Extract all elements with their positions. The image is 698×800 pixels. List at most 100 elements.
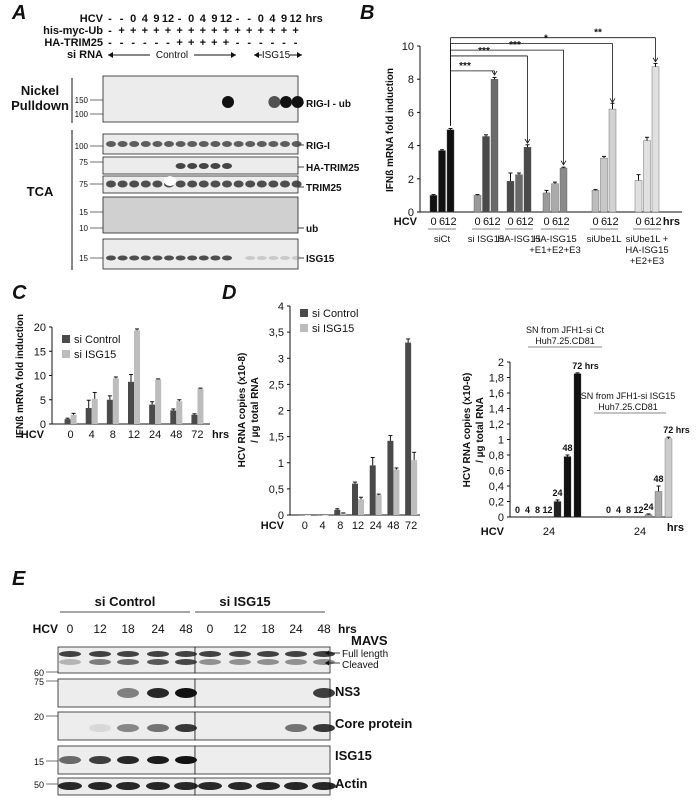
a-trim-value: - [108,37,112,49]
d-right-y-axis-title: HCV RNA copies (x10-6) [462,373,473,488]
e-band-actin [228,782,252,790]
d-left-bar [358,499,364,515]
e-band-mavs-full [175,651,197,657]
e-band-isg15 [59,756,81,764]
e-band-actin [284,782,308,790]
d-right-bar-label: 48 [562,443,572,453]
e-time-label: 48 [179,622,193,636]
e-band-mavs-cleaved [59,659,81,665]
b-x-tick-label: 6 [439,216,445,228]
d-left-y-tick-label: 0 [278,510,284,522]
e-blot-marker: 15 [34,757,44,767]
a-blot-frame [102,75,299,123]
b-x-tick-label: 0 [592,216,598,228]
e-band-mavs-cleaved [199,659,221,665]
a-band-rig-i [140,141,151,147]
e-band-ns3 [117,688,139,698]
b-group-label: si ISG15 [468,234,504,245]
d-left-x-label: HCV [261,520,285,532]
d-left-y-tick-label: 3 [278,353,284,365]
a-blot-label: HA-TRIM25 [306,163,360,174]
d-right-group1-title: SN from JFH1-si Ct [526,325,605,335]
a-hcv-value: 9 [211,13,217,25]
e-band-mavs-full [257,651,279,657]
c-x-tick-label: 0 [68,429,74,441]
d-left-bar [387,440,394,515]
a-blot-label: TRIM25 [306,183,342,194]
d-right-bar-label: 24 [643,502,653,512]
a-band-isg15 [117,255,128,261]
a-ub-value: + [176,25,182,37]
a-band-rig-i [187,141,198,147]
a-trim-value: - [247,37,251,49]
a-isg15-arrow-right-head [297,52,302,58]
a-hrs-label: hrs [306,13,323,25]
b-group-label-2: HA-ISG15 [625,245,668,256]
d-left-x-tick-label: 12 [352,520,364,532]
c-x-tick-label: 24 [149,429,161,441]
b-x-tick-label: 6 [644,216,650,228]
c-bar [64,419,71,424]
e-band-isg15 [147,756,169,764]
a-hcv-value: 4 [142,13,149,25]
c-x-tick-label: 4 [89,429,95,441]
d-right-bar-label: 4 [616,505,621,515]
d-left-bar [340,513,347,515]
d-legend-label: si ISG15 [312,323,354,335]
a-ub-value: + [246,25,252,37]
c-bar [149,404,156,424]
b-significance-label: *** [478,46,490,57]
a-band-isg15 [140,255,151,261]
a-hcv-value: 0 [258,13,264,25]
a-band-isg15-faint [291,256,302,260]
a-blot-marker: 100 [75,142,89,151]
b-group-label: HA-ISG15 [533,234,576,245]
e-time-label: 12 [233,622,247,636]
a-blot-marker: 15 [79,208,88,217]
c-x-tick-label: 12 [128,429,140,441]
c-bar [176,401,183,424]
a-hcv-value: - [236,13,240,25]
b-group-label: siUbe1L [587,234,622,245]
a-hcv-value: - [108,13,112,25]
a-band-rig-i [268,141,279,147]
c-x-tick-label: 48 [170,429,182,441]
b-x-tick-label: 6 [601,216,607,228]
a-band-isg15 [175,255,186,261]
d-right-y-tick-label: 2 [498,357,504,369]
a-band-trim25 [152,180,163,188]
b-sig-arrow [524,138,531,144]
b-x-tick-label: 6 [483,216,489,228]
e-band-mavs-full [285,651,307,657]
e-group1-label: si Control [95,594,156,609]
d-right-bar-label: 12 [633,505,643,515]
a-blot-marker: 75 [79,158,88,167]
e-time-label: 24 [289,622,303,636]
d-left-x-tick-label: 4 [320,520,326,532]
c-bar [197,388,204,424]
b-x-tick-label: 0 [543,216,549,228]
a-band-isg15 [187,255,198,261]
a-band-rig-i [129,141,140,147]
d-right-bar-label: 8 [535,505,540,515]
a-band-isg15 [106,255,116,261]
b-significance-label: * [544,34,548,45]
a-band-ha-trim25 [187,163,198,169]
b-sig-arrow [560,160,567,166]
a-control-arrow-right-head [231,52,236,58]
d-left-bar [393,469,400,515]
a-trim-value: + [223,37,229,49]
b-x-label: HCV [394,216,418,228]
a-hcv-value: 9 [281,13,287,25]
e-blot-marker: 75 [34,677,44,687]
e-band-mavs-cleaved [117,659,139,665]
a-band-isg15 [222,255,232,261]
a-ub-value: + [200,25,206,37]
a-band-ha-trim25 [210,163,221,169]
e-band-core [89,724,111,732]
c-bar [91,398,98,424]
e-band-actin [174,782,198,790]
b-x-tick-label: 12 [649,216,661,228]
